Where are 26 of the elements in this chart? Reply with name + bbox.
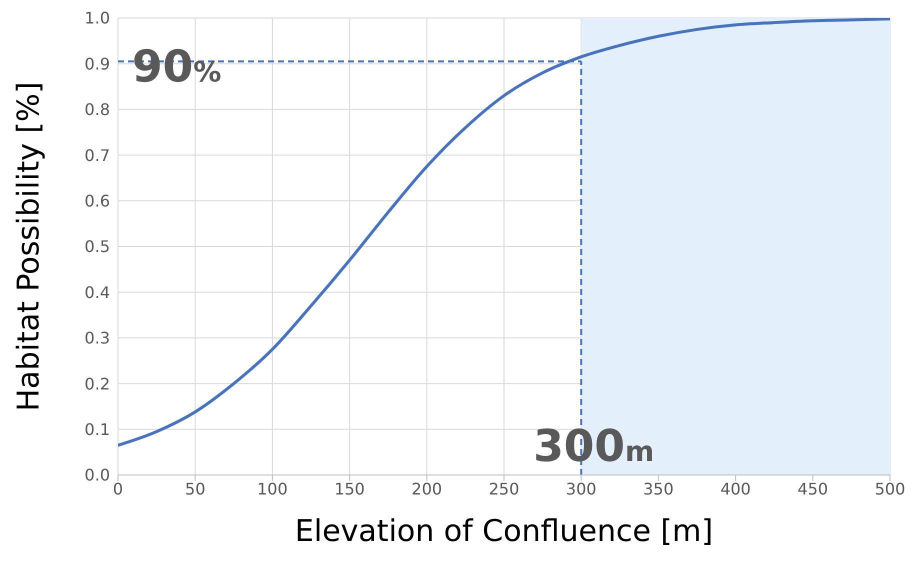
x-tick-label: 0 [112,479,124,498]
ref-line-label: 90% [132,41,222,92]
y-tick-label: 1.0 [84,8,110,28]
y-tick-label: 0.3 [84,328,110,348]
x-tick-label: 50 [185,479,206,498]
x-tick-label: 350 [643,479,674,498]
x-tick-label: 400 [720,479,751,498]
y-tick-label: 0.2 [84,374,110,394]
y-tick-label: 0.6 [84,191,110,210]
y-tick-label: 0.0 [84,466,110,485]
x-tick-label: 300 [566,479,596,498]
x-axis-title: Elevation of Confluence [m] [294,514,714,549]
y-tick-label: 0.5 [84,237,110,256]
y-tick-label: 0.9 [84,54,110,74]
x-tick-label: 200 [412,479,442,498]
y-tick-label: 0.7 [84,146,110,165]
x-tick-label: 450 [798,479,828,498]
x-tick-label: 150 [334,479,365,498]
y-tick-label: 0.4 [84,282,110,302]
y-tick-label: 0.1 [84,420,110,439]
x-tick-label: 100 [257,479,288,498]
y-tick-label: 0.8 [84,100,110,120]
y-axis-title: Habitat Possibility [%] [12,82,47,412]
x-tick-label: 500 [874,479,906,498]
ref-line-label: 300m [533,421,654,472]
x-tick-label: 250 [488,479,520,498]
